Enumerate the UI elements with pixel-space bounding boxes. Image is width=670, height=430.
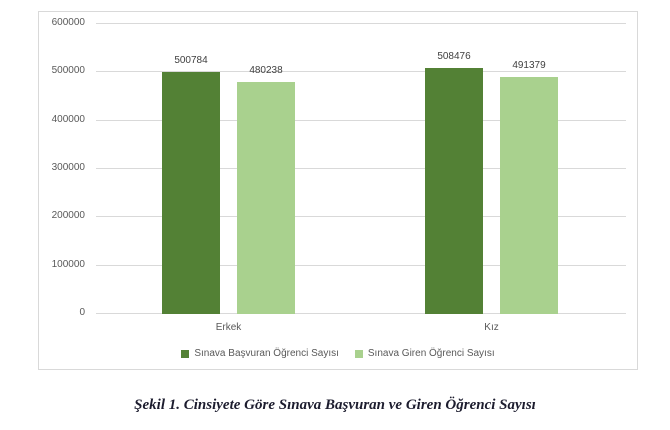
plot-area: 0 100000 200000 300000 400000 500000 600000 500… [52, 17, 626, 318]
y-axis-tick-100000: 100000 [51, 259, 85, 270]
data-label-kiz-sinava-başvuran-öğrenci-sayisi: 508476 [437, 51, 471, 62]
y-axis-tick-300000: 300000 [51, 162, 85, 173]
y-axis-tick-500000: 500000 [51, 65, 85, 76]
gridline-600000 [96, 23, 626, 24]
gridline-200000 [96, 216, 626, 217]
chart-legend: Sınava Başvuran Öğrenci Sayısı Sınava Gir… [39, 348, 637, 359]
figure-caption: Şekil 1. Cinsiyete Göre Sınava Başvuran … [134, 397, 536, 413]
y-axis-tick-0: 0 [79, 307, 85, 318]
legend-swatch-icon [354, 349, 363, 358]
legend-label: Sınava Giren Öğrenci Sayısı [367, 348, 495, 359]
data-label-erkek-sinava-başvuran-öğrenci-sayisi: 500784 [174, 55, 208, 66]
gridline-0 [96, 313, 626, 314]
legend-item-sinava-giren-öğrenci-sayisi: Sınava Giren Öğrenci Sayısı [354, 348, 495, 359]
bar-kiz-sinava-giren-öğrenci-sayisi [500, 77, 558, 314]
data-label-erkek-sinava-giren-öğrenci-sayisi: 480238 [249, 65, 283, 76]
bar-kiz-sinava-başvuran-öğrenci-sayisi [425, 68, 483, 314]
gridline-400000 [96, 120, 626, 121]
data-label-kiz-sinava-giren-öğrenci-sayisi: 491379 [512, 60, 546, 71]
bar-erkek-sinava-giren-öğrenci-sayisi [237, 82, 295, 314]
legend-item-sinava-başvuran-öğrenci-sayisi: Sınava Başvuran Öğrenci Sayısı [181, 348, 339, 359]
y-axis-tick-400000: 400000 [51, 114, 85, 125]
gridline-300000 [96, 168, 626, 169]
x-axis-label-kiz: Kız [484, 322, 499, 333]
legend-label: Sınava Başvuran Öğrenci Sayısı [194, 348, 339, 359]
y-axis-tick-200000: 200000 [51, 210, 85, 221]
y-axis-tick-600000: 600000 [51, 17, 85, 28]
bar-erkek-sinava-başvuran-öğrenci-sayisi [162, 72, 220, 314]
gridline-100000 [96, 265, 626, 266]
x-axis-label-erkek: Erkek [215, 322, 242, 333]
legend-swatch-icon [181, 349, 190, 358]
gridline-500000 [96, 71, 626, 72]
bar-chart: 0 100000 200000 300000 400000 500000 600000 500… [38, 11, 638, 370]
